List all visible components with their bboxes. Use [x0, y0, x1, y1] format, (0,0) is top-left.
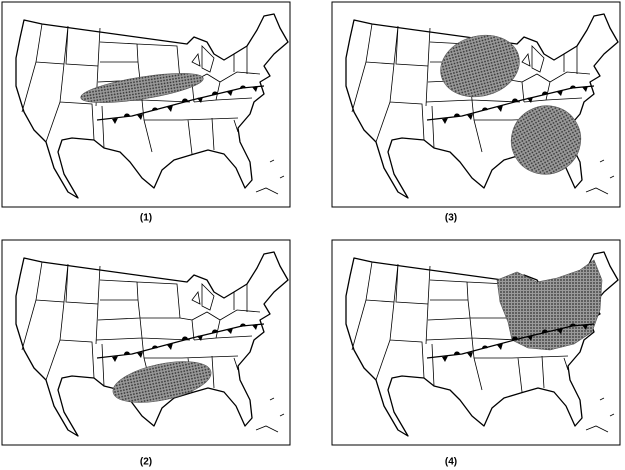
panel — [331, 239, 621, 446]
panel-label: (3) — [445, 213, 457, 224]
panel — [1, 1, 291, 208]
precipitation-area — [496, 259, 603, 351]
panel-label: (1) — [140, 213, 152, 224]
panel-label: (2) — [140, 457, 152, 468]
panel — [1, 239, 291, 446]
precipitation-area — [112, 361, 212, 403]
panel — [331, 1, 621, 208]
precipitation-area — [440, 34, 520, 98]
precipitation-area — [510, 105, 582, 175]
precipitation-area — [80, 73, 204, 103]
panel-label: (4) — [445, 457, 457, 468]
